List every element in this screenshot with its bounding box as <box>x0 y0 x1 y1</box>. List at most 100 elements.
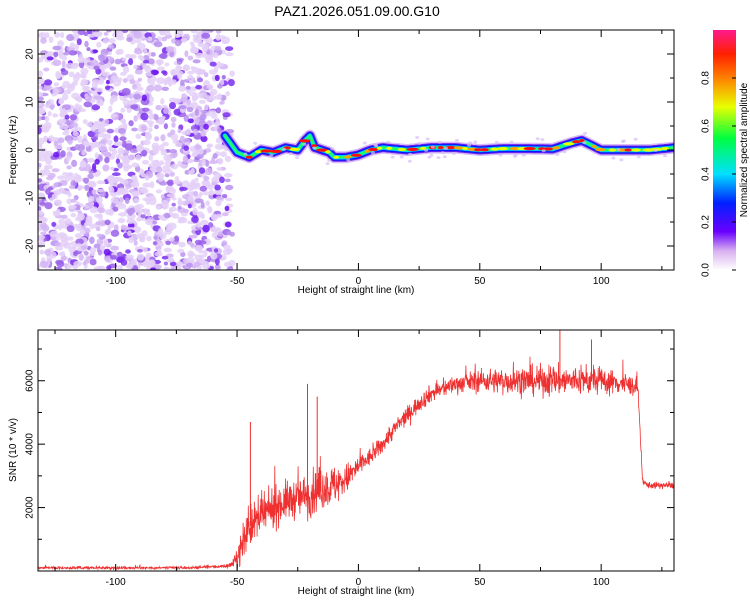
faint-blob <box>653 148 658 152</box>
faint-blob <box>555 153 560 156</box>
noise-blob <box>179 186 188 191</box>
noise-blob <box>117 162 123 169</box>
noise-blob <box>169 206 177 212</box>
noise-blob <box>166 193 176 198</box>
noise-blob <box>128 120 134 127</box>
noise-blob <box>134 47 141 52</box>
noise-blob <box>197 40 204 48</box>
noise-blob <box>38 95 44 102</box>
faint-blob <box>444 146 448 150</box>
noise-blob <box>112 206 119 212</box>
noise-blob <box>194 149 200 156</box>
noise-blob <box>198 249 204 254</box>
noise-blob <box>46 176 54 181</box>
signal-core <box>579 138 585 143</box>
signal-core <box>661 146 669 151</box>
signal-core <box>631 148 641 152</box>
noise-blob <box>44 32 50 39</box>
spectrogram-plot-area <box>38 30 674 270</box>
noise-blob <box>225 46 234 51</box>
noise-blob <box>131 127 138 132</box>
noise-blob <box>94 87 104 93</box>
noise-blob <box>148 114 155 120</box>
noise-blob <box>205 112 211 117</box>
noise-blob <box>164 173 170 178</box>
noise-blob <box>153 41 163 48</box>
signal-core <box>298 139 311 143</box>
noise-blob <box>52 45 62 51</box>
noise-blob <box>226 231 233 236</box>
signal-core <box>595 148 606 152</box>
noise-blob <box>156 204 161 210</box>
noise-blob <box>146 120 154 125</box>
noise-blob <box>143 54 150 61</box>
noise-blob <box>215 213 223 218</box>
noise-blob <box>61 55 67 61</box>
noise-blob <box>122 78 128 83</box>
noise-blob <box>52 113 59 118</box>
noise-blob <box>102 64 112 69</box>
noise-blob <box>183 114 189 122</box>
noise-blob <box>38 85 43 90</box>
noise-blob <box>187 118 194 124</box>
noise-blob <box>106 30 112 33</box>
noise-blob <box>53 51 59 58</box>
noise-blob <box>175 70 184 76</box>
snr-frame <box>37 329 675 572</box>
noise-blob <box>203 176 210 181</box>
noise-blob <box>136 86 144 92</box>
noise-blob <box>106 139 113 146</box>
noise-blob <box>103 248 111 256</box>
faint-blob <box>509 140 514 144</box>
noise-blob <box>119 196 124 203</box>
noise-blob <box>38 178 43 183</box>
noise-blob <box>208 160 218 165</box>
faint-blob <box>362 141 367 145</box>
noise-blob <box>80 79 89 86</box>
noise-blob <box>73 251 78 257</box>
noise-blob <box>190 243 195 248</box>
faint-blob <box>440 151 445 155</box>
noise-blob <box>177 128 182 134</box>
snr-plot-area <box>38 330 674 571</box>
noise-blob <box>96 180 106 185</box>
noise-blob <box>77 30 86 36</box>
noise-blob <box>89 258 97 266</box>
noise-blob <box>215 117 220 125</box>
signal-core <box>397 147 406 152</box>
noise-blob <box>169 97 177 103</box>
noise-blob <box>61 60 66 68</box>
noise-blob <box>142 64 151 70</box>
noise-blob <box>225 184 234 191</box>
noise-blob <box>178 85 186 92</box>
noise-blob <box>111 148 118 156</box>
noise-blob <box>84 93 89 99</box>
noise-blob <box>150 52 156 57</box>
noise-blob <box>114 141 123 146</box>
noise-blob <box>54 32 61 38</box>
noise-blob <box>110 245 120 251</box>
noise-blob <box>79 229 86 235</box>
signal-core <box>497 147 509 151</box>
noise-blob <box>217 158 224 165</box>
colorbar-tick-label: 0.8 <box>701 71 712 85</box>
noise-blob <box>161 86 169 92</box>
noise-blob <box>88 181 97 188</box>
noise-blob <box>39 260 48 268</box>
faint-blob <box>541 149 546 153</box>
noise-blob <box>55 200 61 205</box>
noise-blob <box>164 34 172 39</box>
noise-blob <box>158 177 164 182</box>
noise-blob <box>188 170 193 175</box>
noise-blob <box>139 55 145 62</box>
signal-core <box>310 144 318 148</box>
noise-blob <box>69 114 78 121</box>
faint-blob <box>494 140 499 144</box>
noise-blob <box>205 56 214 64</box>
noise-blob <box>206 255 212 263</box>
noise-blob <box>165 46 174 53</box>
faint-blob <box>512 154 517 158</box>
noise-blob <box>65 155 71 162</box>
noise-blob <box>204 159 210 167</box>
noise-blob <box>135 133 142 140</box>
